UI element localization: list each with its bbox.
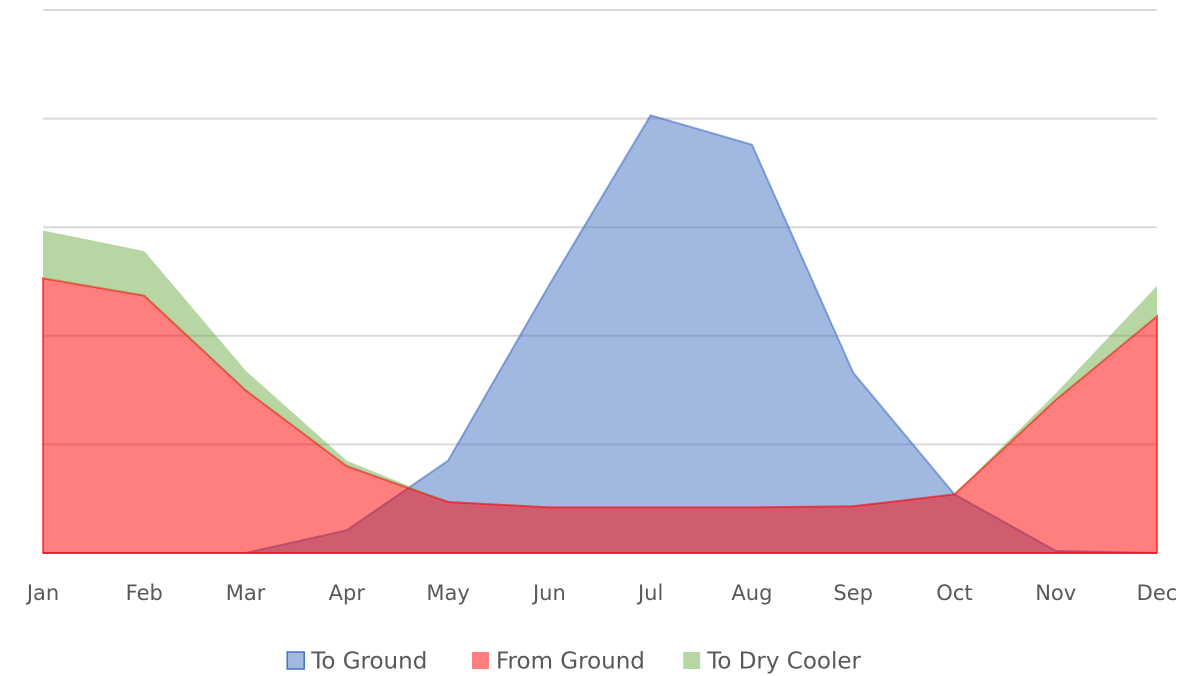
legend-label: From Ground	[496, 649, 645, 675]
x-tick-label: Mar	[226, 581, 266, 605]
x-tick-label: Apr	[329, 581, 366, 605]
legend-swatch	[683, 652, 701, 669]
legend-swatch	[472, 652, 489, 669]
x-tick-label: Dec	[1137, 581, 1178, 605]
x-tick-label: May	[426, 581, 469, 605]
x-tick-label: Oct	[936, 581, 972, 605]
legend-label: To Ground	[310, 649, 427, 675]
legend-label: To Dry Cooler	[706, 649, 861, 675]
legend-swatch	[286, 651, 305, 670]
x-tick-label: Aug	[731, 581, 772, 605]
x-tick-label: Feb	[126, 581, 163, 605]
area	[42, 277, 1158, 554]
x-tick-label: Jan	[25, 581, 59, 605]
x-tick-label: Nov	[1035, 581, 1076, 605]
legend: To Ground From Ground To Dry Cooler	[286, 649, 862, 675]
x-tick-label: Sep	[833, 581, 873, 605]
x-tick-label: Jul	[636, 581, 663, 605]
x-tick-label: Jun	[531, 581, 566, 605]
